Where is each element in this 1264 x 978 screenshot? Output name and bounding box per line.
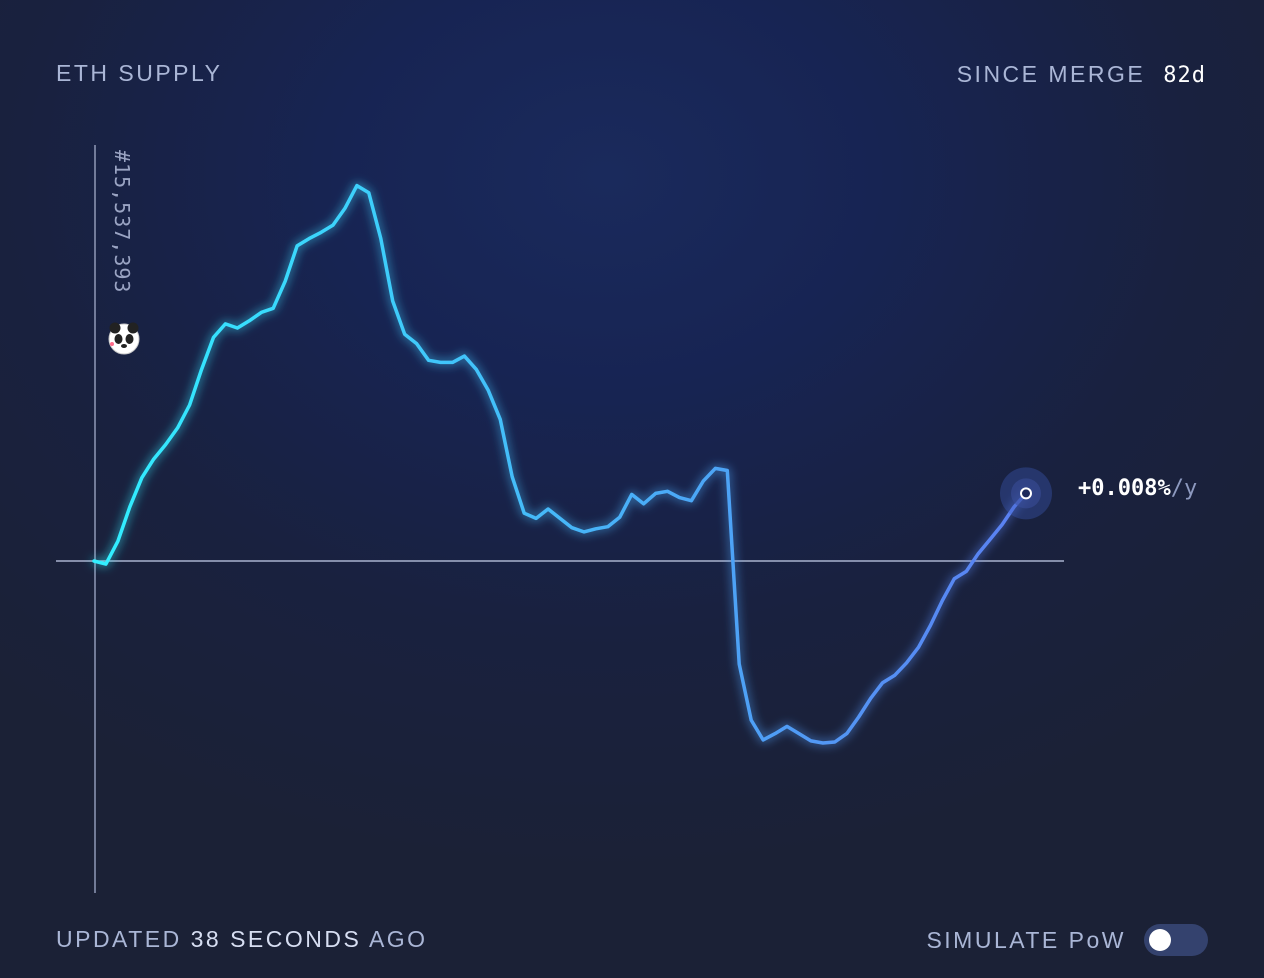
since-merge-value: 82d bbox=[1163, 63, 1206, 88]
supply-rate: +0.008%/y bbox=[1078, 476, 1197, 501]
since-merge-label: SINCE MERGE bbox=[956, 61, 1146, 87]
simulate-pow-toggle[interactable] bbox=[1144, 924, 1208, 956]
updated-status: UPDATED 38 SECONDS AGO bbox=[56, 926, 428, 953]
supply-rate-value: +0.008% bbox=[1078, 476, 1171, 501]
current-point-marker[interactable] bbox=[1000, 467, 1052, 520]
toggle-knob bbox=[1149, 929, 1171, 951]
updated-suffix: AGO bbox=[368, 926, 428, 952]
simulate-pow-control: SIMULATE PoW bbox=[926, 924, 1208, 956]
updated-prefix: UPDATED bbox=[56, 926, 182, 952]
since-merge-toggle[interactable]: SINCE MERGE 82d bbox=[957, 61, 1206, 88]
supply-rate-unit: /y bbox=[1170, 476, 1198, 501]
series-line-supply bbox=[92, 183, 1028, 745]
updated-value: 38 SECONDS bbox=[190, 926, 362, 952]
block-number-label: #15,537,393 bbox=[110, 150, 134, 293]
panda-icon[interactable] bbox=[108, 322, 140, 355]
simulate-pow-label: SIMULATE PoW bbox=[926, 926, 1126, 953]
chart-title: ETH SUPPLY bbox=[56, 60, 223, 86]
